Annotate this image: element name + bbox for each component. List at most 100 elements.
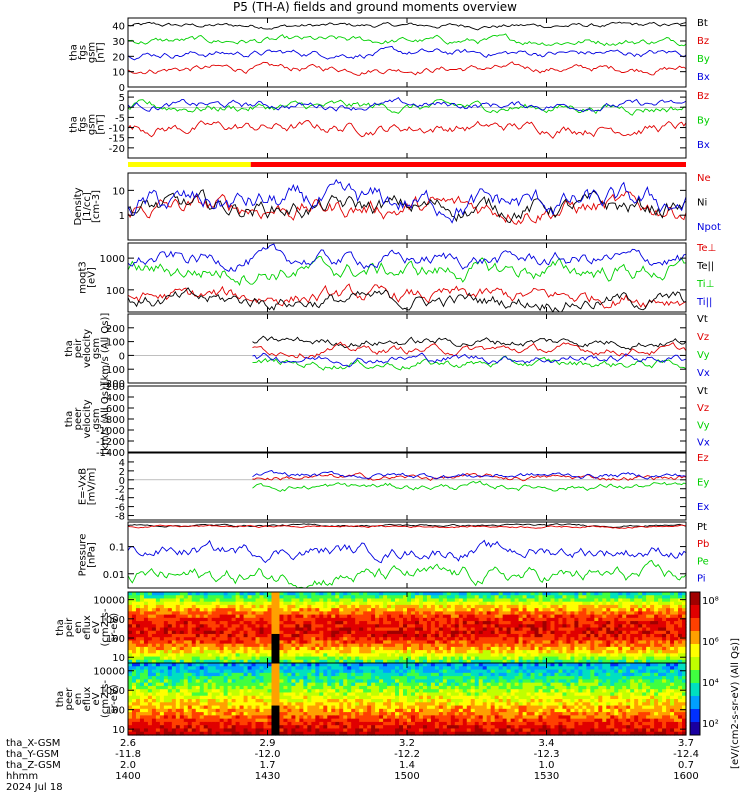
spectrogram-cell	[426, 699, 432, 703]
spectrogram-cell	[219, 715, 225, 720]
spectrogram-cell	[578, 617, 583, 622]
spectrogram-cell	[243, 695, 249, 700]
spectrogram-cell	[634, 650, 639, 654]
spectrogram-cell	[211, 679, 217, 684]
spectrogram-cell	[347, 637, 352, 642]
spectrogram-cell	[167, 728, 173, 733]
spectrogram-cell	[163, 695, 169, 700]
spectrogram-cell	[283, 705, 289, 710]
spectrogram-cell	[518, 656, 524, 661]
spectrogram-cell	[478, 650, 484, 654]
spectrogram-cell	[646, 614, 651, 619]
spectrogram-cell	[311, 672, 316, 677]
spectrogram-cell	[247, 627, 253, 632]
spectrogram-cell	[299, 646, 304, 651]
spectrogram-cell	[355, 695, 360, 700]
spectrogram-cell	[670, 640, 675, 645]
spectrogram-cell	[379, 695, 384, 700]
spectrogram-cell	[299, 624, 304, 629]
spectrogram-cell	[128, 637, 133, 642]
spectrogram-cell	[163, 712, 169, 716]
spectrogram-cell	[430, 659, 436, 664]
spectrogram-cell	[582, 633, 587, 638]
spectrogram-cell	[383, 672, 388, 677]
spectrogram-cell	[147, 689, 153, 694]
spectrogram-cell	[243, 685, 249, 690]
spectrogram-cell	[510, 611, 516, 616]
spectrogram-cell	[363, 712, 368, 716]
spectrogram-cell	[562, 624, 568, 629]
spectrogram-cell	[183, 646, 189, 651]
spectrogram-cell	[458, 624, 464, 629]
spectrogram-cell	[434, 614, 440, 619]
spectrogram-cell	[163, 653, 169, 658]
spectrogram-cell	[315, 685, 320, 690]
legend-ti⊥: Ti⊥	[696, 279, 714, 290]
spectrogram-cell	[414, 633, 420, 638]
spectrogram-cell	[426, 653, 432, 658]
spectrogram-cell	[247, 731, 253, 736]
spectrogram-cell	[163, 676, 169, 680]
spectrogram-cell	[179, 689, 185, 694]
spectrogram-cell	[263, 640, 269, 645]
spectrogram-cell	[267, 685, 273, 690]
spectrogram-cell	[255, 666, 261, 671]
spectrogram-cell	[351, 643, 356, 648]
spectrogram-cell	[147, 728, 153, 733]
spectrogram-cell	[227, 692, 233, 697]
spectrogram-cell	[187, 604, 193, 609]
spectrogram-cell	[155, 682, 161, 687]
y-tick-label: 0	[119, 83, 125, 94]
legend-bt: Bt	[697, 18, 708, 29]
spectrogram-cell	[195, 702, 201, 707]
spectrogram-cell	[143, 633, 149, 638]
spectrogram-cell	[275, 624, 281, 629]
spectrogram-cell	[506, 643, 512, 648]
spectrogram-cell	[195, 614, 201, 619]
spectrogram-cell	[654, 627, 659, 632]
spectrogram-cell	[391, 676, 396, 680]
spectrogram-cell	[259, 643, 265, 648]
spectrogram-cell	[311, 637, 316, 642]
spectrogram-cell	[183, 682, 189, 687]
spectrogram-cell	[128, 715, 133, 720]
spectrogram-cell	[167, 695, 173, 700]
spectrogram-cell	[586, 592, 591, 596]
spectrogram-cell	[279, 692, 285, 697]
spectrogram-cell	[403, 676, 408, 680]
spectrogram-cell	[163, 689, 169, 694]
spectrogram-cell	[494, 640, 500, 645]
spectrogram-cell	[594, 646, 599, 651]
spectrogram-cell	[175, 721, 181, 726]
spectrogram-cell	[538, 604, 544, 609]
spectrogram-cell	[550, 650, 556, 654]
spectrogram-cell	[658, 656, 663, 661]
spectrogram-cell	[167, 705, 173, 710]
spectrogram-cell	[187, 592, 193, 596]
spectrogram-cell	[371, 663, 376, 667]
spectrogram-cell	[578, 656, 583, 661]
spectrogram-cell	[410, 685, 416, 690]
spectrogram-cell	[335, 656, 340, 661]
spectrogram-cell	[670, 611, 675, 616]
spectrogram-cell	[371, 595, 376, 600]
spectrogram-cell	[327, 608, 332, 612]
spectrogram-cell	[263, 676, 269, 680]
spectrogram-cell	[227, 640, 233, 645]
spectrogram-cell	[490, 633, 496, 638]
spectrogram-cell	[363, 731, 368, 736]
spectrogram-cell	[299, 718, 304, 723]
spectrogram-cell	[151, 653, 157, 658]
spectrogram-cell	[446, 630, 452, 635]
spectrogram-cell	[303, 624, 308, 629]
spectrogram-cell	[175, 682, 181, 687]
spectrogram-cell	[542, 630, 548, 635]
spectrogram-cell	[139, 595, 145, 600]
spectrogram-cell	[546, 637, 552, 642]
spectrogram-cell	[243, 663, 249, 667]
spectrogram-cell	[211, 640, 217, 645]
spectrogram-cell	[426, 669, 432, 674]
spectrogram-cell	[355, 731, 360, 736]
spectrogram-cell	[231, 650, 237, 654]
spectrogram-cell	[251, 731, 257, 736]
